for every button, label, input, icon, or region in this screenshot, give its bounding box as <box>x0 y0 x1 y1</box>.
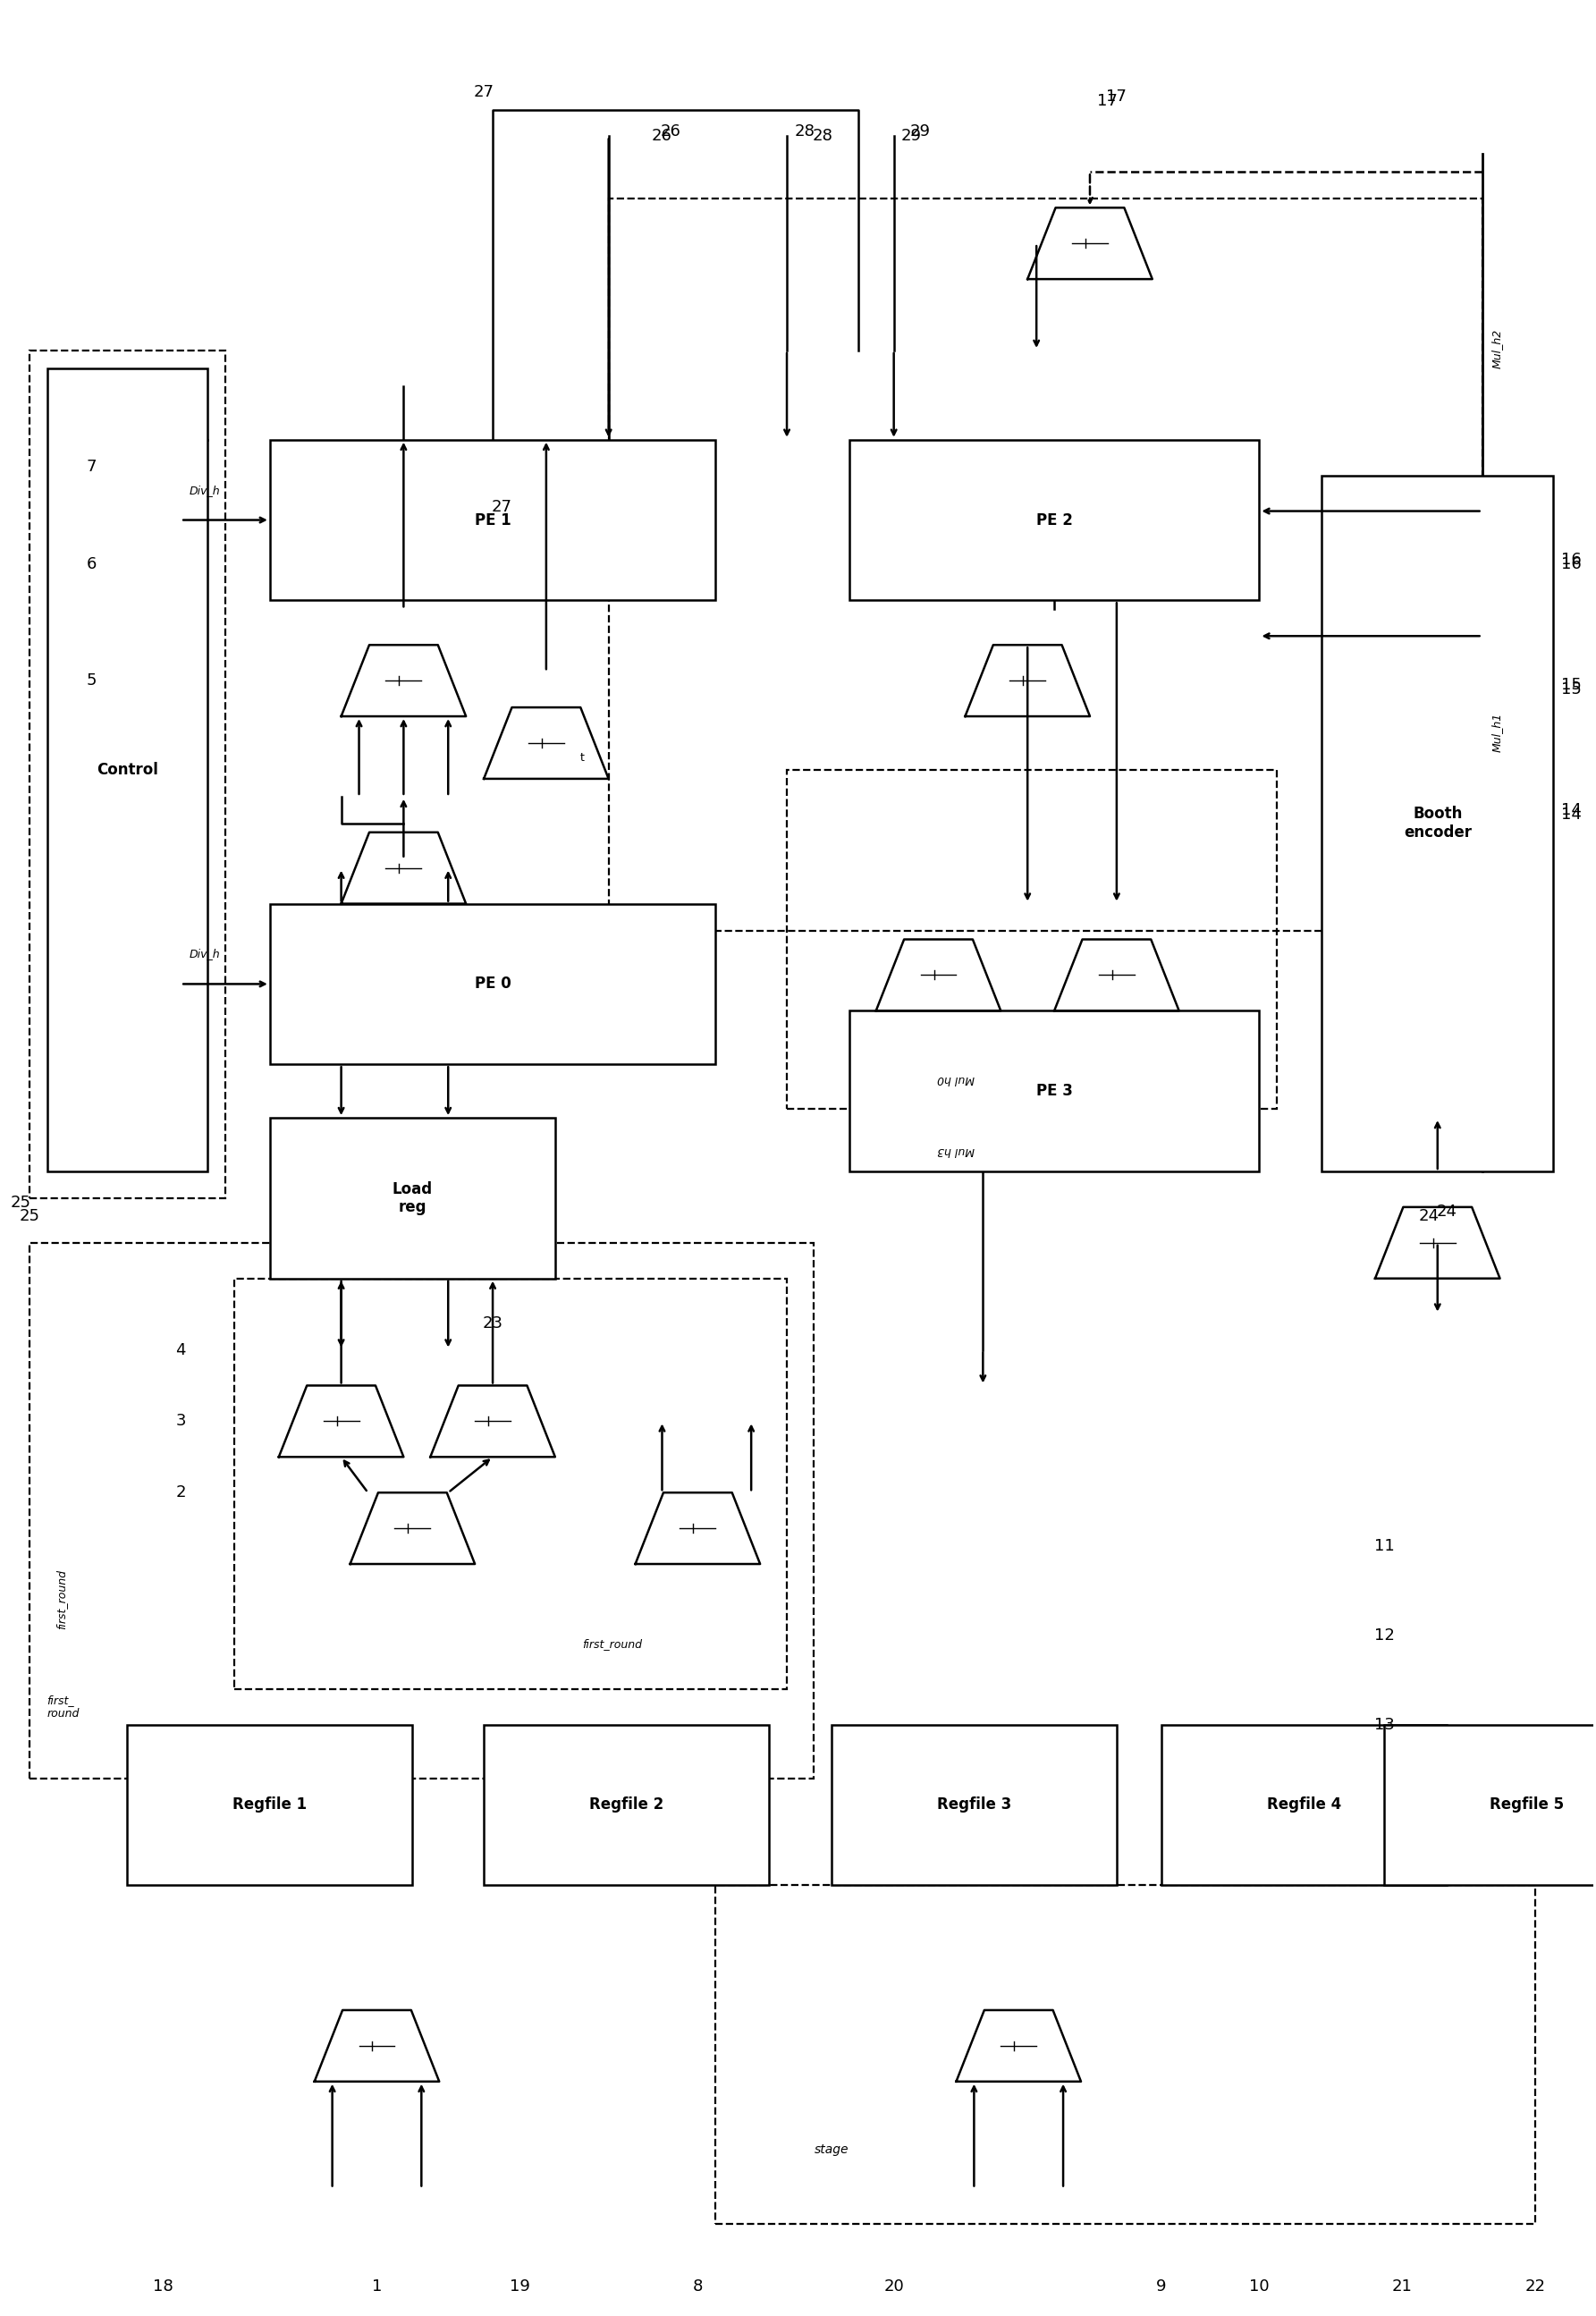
Text: Regfile 2: Regfile 2 <box>589 1797 664 1813</box>
Bar <box>832 1725 1117 1885</box>
Text: Regfile 3: Regfile 3 <box>937 1797 1012 1813</box>
Text: 20: 20 <box>884 2279 903 2295</box>
Bar <box>849 1010 1259 1172</box>
Text: 27: 27 <box>492 498 512 514</box>
Bar <box>787 769 1277 1109</box>
Bar <box>484 1725 769 1885</box>
Text: PE 3: PE 3 <box>1036 1084 1073 1100</box>
Text: 17: 17 <box>1098 93 1117 109</box>
Text: 24: 24 <box>1419 1209 1440 1225</box>
Bar <box>608 199 1483 931</box>
Text: 22: 22 <box>1526 2279 1547 2295</box>
Text: Div_h: Div_h <box>190 947 220 959</box>
Text: 27: 27 <box>474 83 495 100</box>
Text: Load
reg: Load reg <box>393 1181 433 1216</box>
Text: first_round: first_round <box>583 1637 642 1649</box>
Text: 7: 7 <box>86 459 97 475</box>
Text: 26: 26 <box>651 127 672 144</box>
Text: 3: 3 <box>176 1413 185 1429</box>
Text: 26: 26 <box>661 123 681 139</box>
Bar <box>46 368 207 1172</box>
Text: Booth
encoder: Booth encoder <box>1403 806 1472 841</box>
Text: Mul h3: Mul h3 <box>937 1144 975 1156</box>
Text: 8: 8 <box>693 2279 702 2295</box>
Text: 14: 14 <box>1561 801 1582 818</box>
Bar <box>29 350 225 1197</box>
Bar <box>128 1725 412 1885</box>
Bar <box>29 1244 814 1779</box>
Bar <box>270 440 715 600</box>
Text: Control: Control <box>96 762 158 778</box>
Text: Div_h: Div_h <box>190 484 220 496</box>
Text: 2: 2 <box>176 1485 185 1501</box>
Text: 17: 17 <box>1106 88 1127 104</box>
Text: 4: 4 <box>176 1341 185 1357</box>
Text: first_round: first_round <box>56 1570 67 1630</box>
Text: t: t <box>579 753 584 764</box>
Bar <box>1162 1725 1446 1885</box>
Text: PE 1: PE 1 <box>474 512 511 528</box>
Text: 28: 28 <box>795 123 816 139</box>
Bar <box>235 1278 787 1688</box>
Text: 28: 28 <box>812 127 833 144</box>
Text: 6: 6 <box>86 556 97 572</box>
Bar <box>1384 1725 1596 1885</box>
Text: 29: 29 <box>902 127 922 144</box>
Text: 16: 16 <box>1561 551 1582 567</box>
Text: 25: 25 <box>10 1195 30 1211</box>
Text: Mul_h1: Mul_h1 <box>1491 713 1503 753</box>
Text: 15: 15 <box>1561 681 1582 697</box>
Text: Mul_h2: Mul_h2 <box>1491 329 1503 368</box>
Text: Regfile 1: Regfile 1 <box>233 1797 306 1813</box>
Text: 18: 18 <box>153 2279 172 2295</box>
Text: 11: 11 <box>1374 1538 1395 1554</box>
Text: 10: 10 <box>1250 2279 1269 2295</box>
Bar <box>715 1885 1535 2223</box>
Text: Regfile 4: Regfile 4 <box>1267 1797 1341 1813</box>
Text: 29: 29 <box>910 123 930 139</box>
Text: 23: 23 <box>482 1315 503 1332</box>
Text: 9: 9 <box>1156 2279 1167 2295</box>
Text: 13: 13 <box>1374 1716 1395 1732</box>
Text: stage: stage <box>814 2142 849 2156</box>
Bar <box>849 440 1259 600</box>
Bar <box>270 903 715 1065</box>
Text: first_
round: first_ round <box>46 1695 80 1718</box>
Bar <box>270 1119 555 1278</box>
Text: PE 2: PE 2 <box>1036 512 1073 528</box>
Text: Mul h0: Mul h0 <box>937 1072 975 1084</box>
Text: 5: 5 <box>86 672 97 688</box>
Text: 25: 25 <box>19 1209 40 1225</box>
Text: PE 0: PE 0 <box>474 975 511 991</box>
Text: 16: 16 <box>1561 556 1582 572</box>
Text: 19: 19 <box>509 2279 530 2295</box>
Text: 24: 24 <box>1436 1204 1457 1221</box>
Text: 12: 12 <box>1374 1628 1395 1644</box>
Bar <box>1321 475 1553 1172</box>
Text: 21: 21 <box>1392 2279 1412 2295</box>
Text: Regfile 5: Regfile 5 <box>1489 1797 1564 1813</box>
Text: 1: 1 <box>372 2279 381 2295</box>
Text: 14: 14 <box>1561 806 1582 822</box>
Text: 15: 15 <box>1561 676 1582 692</box>
